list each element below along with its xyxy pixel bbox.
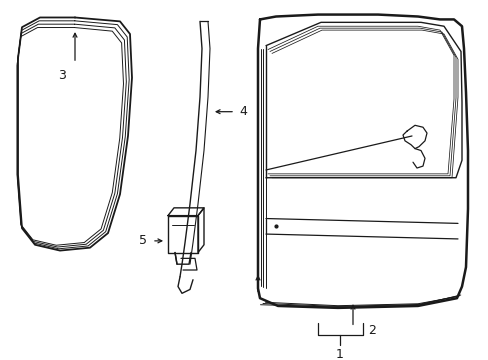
Text: 2: 2 [367,324,375,337]
Text: 4: 4 [239,105,246,118]
Text: 1: 1 [335,348,343,360]
Text: 3: 3 [58,69,66,82]
Text: 5: 5 [139,234,147,247]
